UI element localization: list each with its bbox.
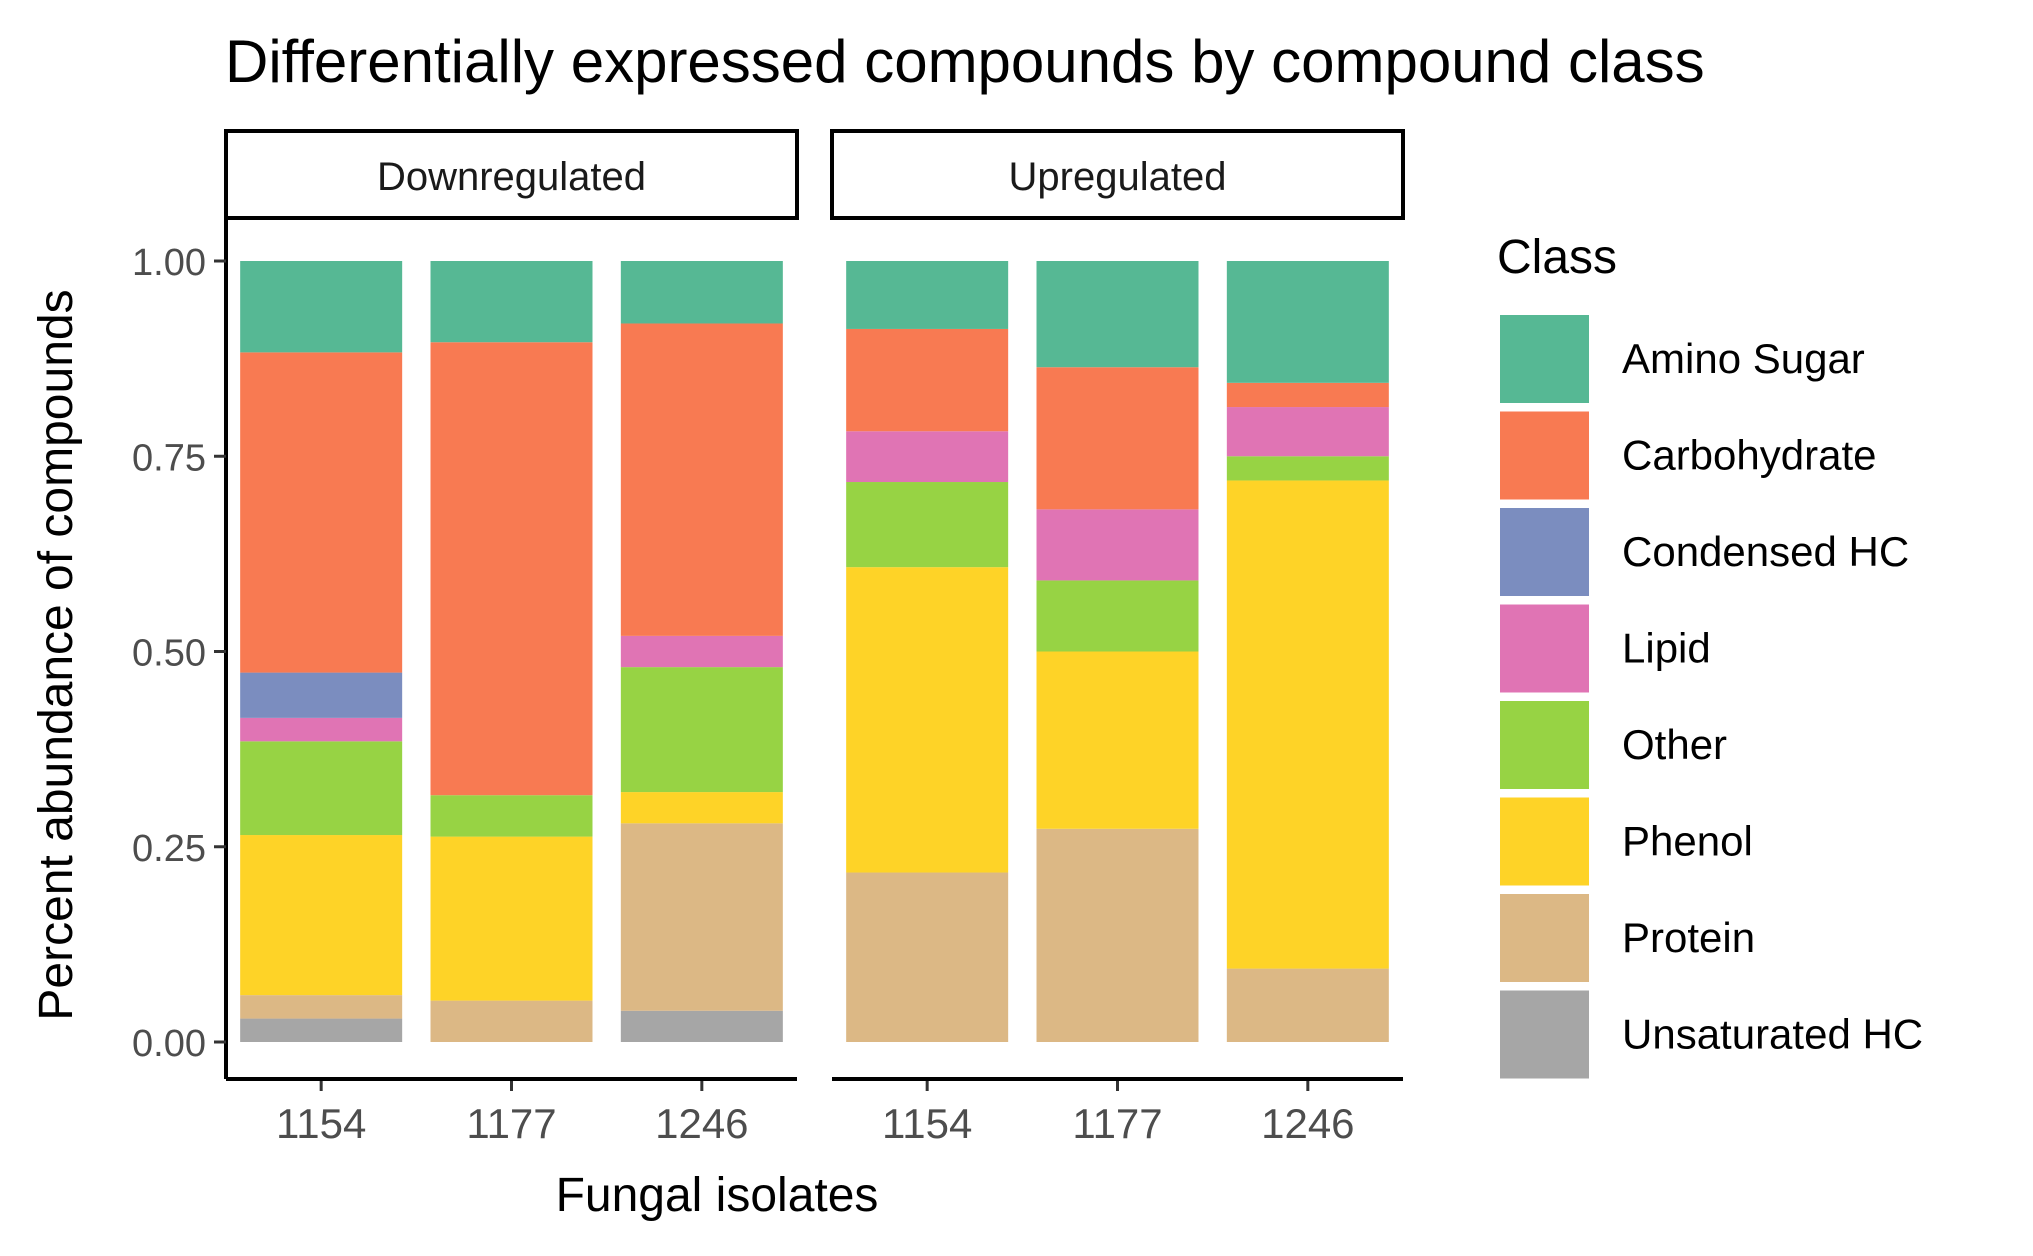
bar-segment-other <box>240 741 403 836</box>
legend-entries: Amino Sugar Carbohydrate Condensed HC Lipid… <box>1500 315 1923 1079</box>
legend-item: Phenol <box>1500 797 1753 886</box>
bar-segment-carbohydrate <box>430 342 593 796</box>
legend-key <box>1500 508 1589 596</box>
x-tick-label: 1177 <box>1072 1100 1162 1147</box>
bar-segment-condensed-hc <box>240 672 403 718</box>
bar-segment-lipid <box>1226 407 1389 457</box>
bar-segment-lipid <box>846 431 1009 483</box>
bar-segment-protein <box>846 872 1009 1042</box>
y-tick-label: 0.50 <box>132 633 206 675</box>
bar-segment-amino-sugar <box>1036 261 1199 368</box>
legend-key <box>1500 315 1589 403</box>
x-tick-label: 1246 <box>655 1100 748 1147</box>
x-tick-label: 1154 <box>882 1100 972 1147</box>
bar-segment-unsaturated-hc <box>620 1010 783 1042</box>
legend-key <box>1500 894 1589 982</box>
bar-segment-carbohydrate <box>620 323 783 636</box>
bar-segment-phenol <box>240 835 403 996</box>
legend-label: Condensed HC <box>1622 528 1909 575</box>
legend-key <box>1500 411 1589 500</box>
legend-label: Protein <box>1622 914 1755 961</box>
legend-item: Carbohydrate <box>1500 411 1876 500</box>
bar-segment-unsaturated-hc <box>240 1018 403 1042</box>
bar-segment-carbohydrate <box>240 352 403 673</box>
y-tick-label: 0.00 <box>132 1023 206 1065</box>
panel-strip <box>830 129 1405 220</box>
bar-segment-lipid <box>240 717 403 742</box>
panel-strip-label: Downregulated <box>377 155 646 199</box>
y-tick-label: 0.25 <box>132 828 206 870</box>
bar-segment-carbohydrate <box>1226 382 1389 408</box>
bar-segment-phenol <box>620 792 783 824</box>
panels: Downregulated 1154 1177 1246 0.00 0.25 0.50 0.7… <box>132 129 1405 1147</box>
legend-item: Protein <box>1500 894 1755 982</box>
bar-segment-amino-sugar <box>620 261 783 324</box>
panel-strip-label: Upregulated <box>1009 155 1227 199</box>
legend-item: Amino Sugar <box>1500 315 1865 403</box>
legend-key <box>1500 701 1589 789</box>
panel-upregulated: Upregulated 1154 1177 1246 <box>830 129 1405 1147</box>
x-tick-label: 1177 <box>466 1100 556 1147</box>
bar-segment-other <box>846 482 1009 568</box>
chart-title: Differentially expressed compounds by co… <box>225 28 1705 95</box>
legend-label: Amino Sugar <box>1622 335 1865 382</box>
bar-segment-protein <box>1226 968 1389 1042</box>
bar-segment-protein <box>430 1000 593 1042</box>
bar-segment-other <box>1226 456 1389 481</box>
legend-key <box>1500 797 1589 886</box>
panel-downregulated: Downregulated 1154 1177 1246 0.00 0.25 0.50 0.7… <box>132 129 799 1147</box>
legend-title: Class <box>1497 231 1617 284</box>
legend-label: Unsaturated HC <box>1622 1011 1923 1058</box>
y-tick-label: 1.00 <box>132 242 206 284</box>
y-axis-label: Percent abundance of compounds <box>30 289 83 1020</box>
x-tick-label: 1246 <box>1261 1100 1354 1147</box>
legend-label: Phenol <box>1622 818 1753 865</box>
bar-segment-other <box>620 667 783 793</box>
bar-segment-phenol <box>1226 480 1389 969</box>
bar-segment-lipid <box>620 635 783 668</box>
bar-segment-amino-sugar <box>430 261 593 343</box>
bar-segment-other <box>1036 580 1199 652</box>
bar-segment-protein <box>240 995 403 1019</box>
bar-segment-phenol <box>846 567 1009 873</box>
legend-label: Lipid <box>1622 625 1711 672</box>
legend-item: Other <box>1500 701 1727 789</box>
bar-segment-carbohydrate <box>846 328 1009 432</box>
y-tick-label: 0.75 <box>132 437 206 479</box>
bar-segment-lipid <box>1036 509 1199 581</box>
legend: Class Amino Sugar Carbohydrate Condensed H… <box>1497 231 1923 1079</box>
bar-segment-other <box>430 795 593 837</box>
x-axis-label: Fungal isolates <box>556 1169 879 1222</box>
legend-item: Condensed HC <box>1500 508 1909 596</box>
legend-item: Unsaturated HC <box>1500 990 1923 1079</box>
bar-segment-carbohydrate <box>1036 367 1199 510</box>
panel-strip <box>224 129 799 220</box>
legend-item: Lipid <box>1500 604 1711 693</box>
legend-label: Other <box>1622 721 1727 768</box>
legend-label: Carbohydrate <box>1622 432 1876 479</box>
bar-segment-protein <box>620 823 783 1011</box>
bar-segment-amino-sugar <box>240 261 403 353</box>
bar-segment-phenol <box>430 836 593 1001</box>
x-tick-label: 1154 <box>276 1100 366 1147</box>
legend-key <box>1500 990 1589 1079</box>
legend-key <box>1500 604 1589 693</box>
bar-segment-protein <box>1036 828 1199 1042</box>
bar-segment-amino-sugar <box>846 261 1009 329</box>
bar-segment-phenol <box>1036 651 1199 829</box>
bar-segment-amino-sugar <box>1226 261 1389 383</box>
